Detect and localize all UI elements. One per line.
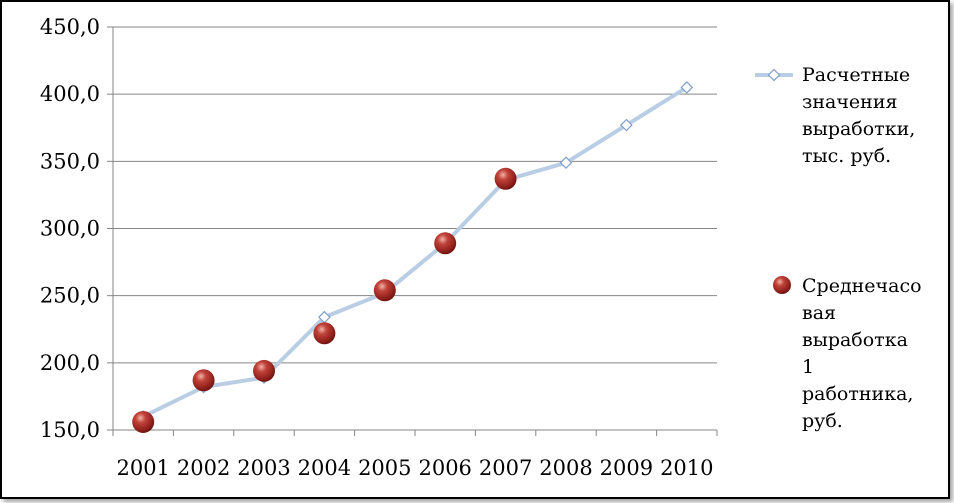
x-tick-label: 2002	[177, 456, 230, 480]
legend-label-hourly: руб.	[802, 410, 843, 432]
x-tick-label: 2008	[539, 456, 592, 480]
diamond-marker	[559, 156, 573, 170]
diamond-marker	[680, 81, 694, 94]
legend-label-calculated: значения	[802, 91, 897, 113]
sphere-marker	[192, 369, 215, 392]
y-tick-label: 150,0	[40, 418, 100, 442]
x-tick-labels: 2001 2002 2003 2004 2005 2006 2007 2008 2009 2010	[116, 456, 713, 480]
sphere-marker	[253, 359, 275, 382]
y-tick-label: 400,0	[40, 82, 100, 106]
x-tick-label: 2006	[418, 456, 471, 480]
legend-label-hourly: вая	[802, 302, 836, 324]
x-tick-label: 2001	[116, 456, 169, 480]
sphere-marker	[132, 410, 155, 433]
legend: Расчетные значения выработки, тыс. руб. Сред…	[755, 64, 922, 432]
series	[132, 81, 694, 433]
y-tick-label: 200,0	[40, 351, 100, 375]
sphere-marker	[373, 279, 396, 302]
x-tick-label: 2003	[237, 456, 290, 480]
legend-diamond-swatch	[767, 68, 781, 82]
legend-sphere-swatch	[773, 276, 791, 294]
legend-label-calculated: Расчетные	[802, 64, 910, 86]
axes	[107, 26, 718, 436]
series-line-calculated	[142, 85, 688, 419]
gridlines	[113, 26, 717, 364]
diamond-marker	[620, 118, 633, 132]
x-tick-label: 2009	[600, 456, 653, 480]
legend-label-hourly: выработка	[802, 329, 908, 351]
y-tick-label: 250,0	[40, 284, 100, 308]
y-tick-label: 450,0	[40, 15, 100, 39]
y-tick-labels: 150,0 200,0 250,0 300,0 350,0 400,0 450,0	[40, 15, 100, 442]
y-tick-label: 350,0	[40, 149, 100, 173]
legend-label-hourly: Среднечасо	[802, 275, 922, 297]
sphere-marker	[434, 232, 457, 255]
x-tick-label: 2007	[479, 456, 532, 480]
sphere-marker	[494, 167, 517, 190]
legend-label-hourly: работника,	[802, 383, 913, 405]
x-tick-label: 2004	[298, 456, 351, 480]
sphere-marker	[313, 322, 336, 345]
x-tick-label: 2010	[660, 456, 713, 480]
y-tick-label: 300,0	[40, 217, 100, 241]
legend-label-calculated: тыс. руб.	[802, 145, 891, 167]
legend-label-hourly: 1	[802, 356, 814, 378]
legend-label-calculated: выработки,	[802, 118, 915, 140]
x-tick-label: 2005	[358, 456, 411, 480]
